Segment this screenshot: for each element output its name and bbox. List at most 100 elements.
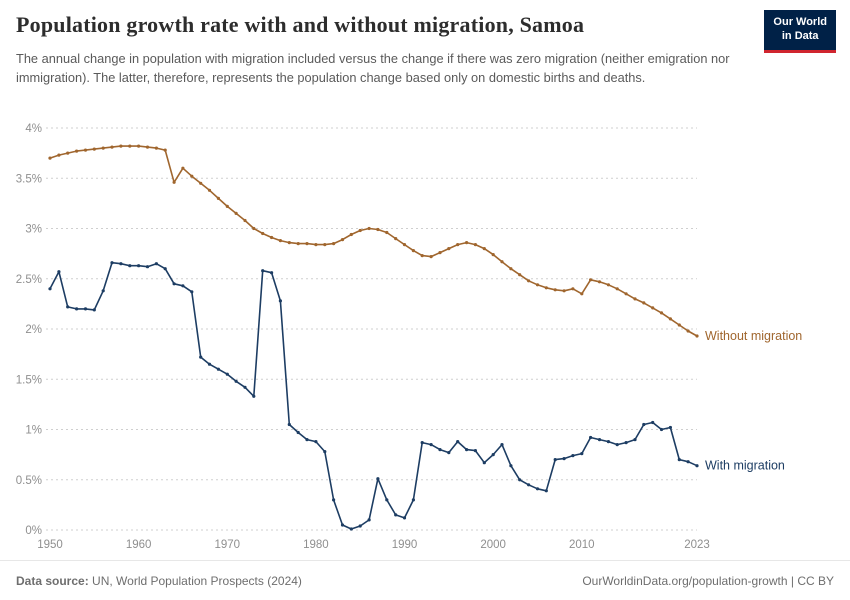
series-point-with-migration[interactable] [261, 269, 265, 273]
series-point-with-migration[interactable] [199, 355, 203, 359]
series-point-without-migration[interactable] [181, 166, 185, 170]
series-point-without-migration[interactable] [509, 267, 513, 271]
series-point-with-migration[interactable] [128, 264, 132, 268]
series-point-with-migration[interactable] [651, 420, 655, 425]
series-point-without-migration[interactable] [624, 292, 628, 296]
series-point-without-migration[interactable] [394, 237, 398, 241]
series-point-without-migration[interactable] [447, 247, 451, 251]
series-point-with-migration[interactable] [278, 299, 282, 303]
series-point-with-migration[interactable] [491, 453, 495, 457]
series-point-with-migration[interactable] [385, 498, 389, 502]
series-point-with-migration[interactable] [252, 394, 256, 398]
series-point-without-migration[interactable] [651, 306, 655, 310]
series-point-without-migration[interactable] [261, 231, 265, 236]
series-point-with-migration[interactable] [376, 477, 380, 481]
series-point-without-migration[interactable] [553, 288, 557, 292]
series-point-with-migration[interactable] [553, 458, 557, 462]
series-point-without-migration[interactable] [243, 218, 247, 223]
series-point-without-migration[interactable] [659, 311, 664, 315]
series-point-without-migration[interactable] [571, 287, 575, 291]
series-point-with-migration[interactable] [465, 448, 469, 452]
series-point-without-migration[interactable] [642, 301, 646, 305]
series-point-with-migration[interactable] [677, 458, 681, 462]
series-point-with-migration[interactable] [234, 379, 238, 383]
series-point-without-migration[interactable] [668, 317, 673, 321]
series-point-with-migration[interactable] [66, 305, 70, 309]
series-point-with-migration[interactable] [535, 487, 540, 491]
series-point-with-migration[interactable] [48, 287, 52, 291]
series-point-without-migration[interactable] [314, 243, 318, 247]
series-point-without-migration[interactable] [137, 144, 141, 148]
series-point-without-migration[interactable] [686, 329, 690, 333]
series-point-with-migration[interactable] [659, 427, 664, 432]
series-point-with-migration[interactable] [110, 261, 114, 265]
series-point-without-migration[interactable] [535, 283, 540, 287]
series-point-without-migration[interactable] [695, 334, 699, 338]
series-point-with-migration[interactable] [340, 523, 345, 527]
series-point-with-migration[interactable] [695, 464, 699, 468]
series-point-with-migration[interactable] [367, 518, 371, 522]
series-point-without-migration[interactable] [92, 147, 96, 151]
series-point-with-migration[interactable] [145, 265, 150, 269]
series-point-with-migration[interactable] [137, 264, 141, 268]
series-point-without-migration[interactable] [358, 228, 362, 233]
series-point-with-migration[interactable] [633, 438, 637, 442]
series-point-without-migration[interactable] [340, 238, 345, 242]
series-point-with-migration[interactable] [305, 438, 309, 442]
series-point-with-migration[interactable] [420, 441, 424, 445]
series-point-with-migration[interactable] [181, 284, 185, 288]
series-point-without-migration[interactable] [154, 146, 158, 150]
series-point-without-migration[interactable] [225, 204, 229, 208]
series-point-with-migration[interactable] [438, 448, 442, 452]
series-point-without-migration[interactable] [305, 242, 309, 246]
series-point-without-migration[interactable] [456, 243, 460, 247]
series-point-with-migration[interactable] [571, 454, 575, 458]
series-point-with-migration[interactable] [394, 513, 398, 517]
series-point-with-migration[interactable] [500, 443, 504, 447]
series-point-without-migration[interactable] [172, 180, 176, 184]
series-point-with-migration[interactable] [190, 290, 194, 294]
series-point-with-migration[interactable] [225, 372, 229, 376]
series-point-with-migration[interactable] [349, 527, 353, 531]
series-point-without-migration[interactable] [367, 226, 371, 231]
series-point-with-migration[interactable] [429, 443, 433, 447]
series-point-without-migration[interactable] [597, 280, 602, 284]
series-point-without-migration[interactable] [491, 253, 495, 257]
series-point-with-migration[interactable] [447, 451, 451, 455]
series-point-without-migration[interactable] [57, 153, 61, 157]
series-point-with-migration[interactable] [270, 271, 274, 275]
series-point-with-migration[interactable] [243, 385, 247, 389]
owid-logo[interactable]: Our World in Data [764, 10, 836, 53]
series-point-without-migration[interactable] [420, 254, 424, 258]
series-point-with-migration[interactable] [332, 498, 336, 502]
series-point-without-migration[interactable] [527, 279, 531, 283]
series-point-without-migration[interactable] [119, 144, 123, 148]
series-point-with-migration[interactable] [615, 443, 619, 447]
series-point-without-migration[interactable] [207, 188, 212, 192]
series-point-without-migration[interactable] [606, 283, 611, 287]
series-point-without-migration[interactable] [633, 297, 637, 301]
series-point-without-migration[interactable] [411, 249, 415, 253]
series-point-without-migration[interactable] [216, 196, 220, 200]
series-point-without-migration[interactable] [562, 289, 566, 293]
series-point-without-migration[interactable] [332, 242, 336, 246]
series-point-with-migration[interactable] [580, 452, 584, 456]
series-point-with-migration[interactable] [642, 422, 646, 427]
series-point-without-migration[interactable] [323, 243, 327, 247]
series-point-with-migration[interactable] [92, 308, 96, 312]
series-point-without-migration[interactable] [465, 241, 469, 245]
series-point-with-migration[interactable] [154, 262, 158, 266]
series-point-without-migration[interactable] [110, 145, 114, 149]
series-point-without-migration[interactable] [278, 239, 282, 243]
series-point-without-migration[interactable] [234, 211, 238, 215]
footer-attribution[interactable]: OurWorldinData.org/population-growth | C… [582, 573, 834, 588]
series-point-with-migration[interactable] [172, 282, 176, 286]
series-point-without-migration[interactable] [402, 243, 407, 247]
series-point-without-migration[interactable] [580, 292, 584, 296]
series-point-without-migration[interactable] [128, 144, 132, 148]
series-point-with-migration[interactable] [314, 440, 318, 444]
series-point-with-migration[interactable] [296, 430, 300, 435]
series-point-with-migration[interactable] [482, 461, 486, 465]
series-point-with-migration[interactable] [509, 464, 513, 468]
series-point-without-migration[interactable] [75, 149, 79, 153]
